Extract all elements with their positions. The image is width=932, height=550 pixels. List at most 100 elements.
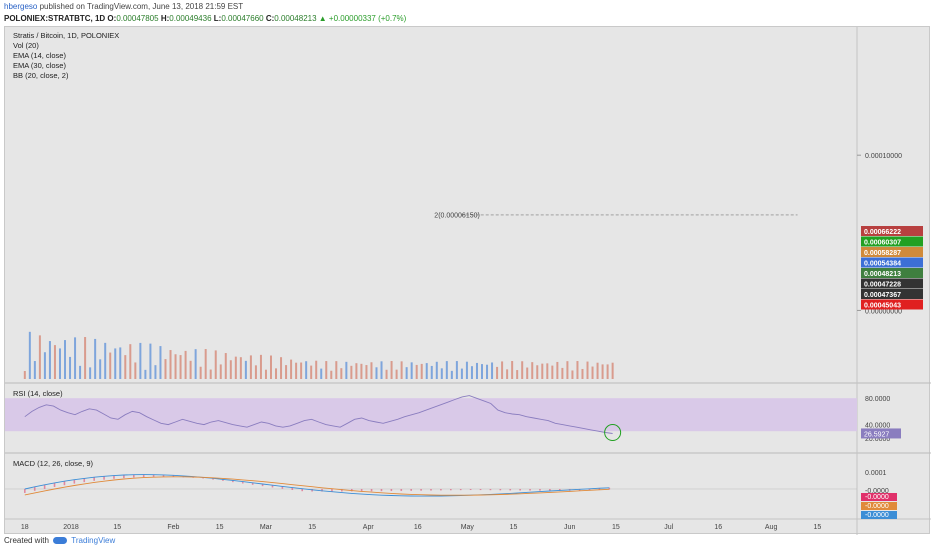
volume-bar — [465, 361, 468, 379]
price-tag-text: 0.00047367 — [864, 292, 901, 299]
volume-bar — [455, 361, 458, 379]
volume-bar — [69, 356, 72, 379]
time-tick-label: Jun — [564, 524, 575, 531]
volume-bar — [601, 364, 604, 379]
macd-value-text: -0.0000 — [865, 512, 889, 519]
volume-bar — [566, 361, 569, 379]
macd-histogram-bar — [212, 478, 214, 480]
macd-histogram-bar — [232, 480, 234, 483]
macd-histogram-bar — [321, 489, 323, 492]
time-tick-label: May — [461, 524, 475, 531]
volume-bar — [315, 360, 318, 379]
macd-value-tag — [861, 493, 897, 501]
volume-bar — [365, 365, 368, 379]
macd-histogram-bar — [331, 489, 333, 492]
macd-histogram-bar — [420, 489, 422, 491]
chart-area[interactable]: 0.001700000.001600000.001500000.00140000… — [4, 26, 931, 535]
macd-histogram-bar — [459, 489, 462, 491]
volume-bar — [214, 350, 217, 379]
macd-histogram-bar — [172, 475, 175, 478]
volume-bar — [380, 361, 383, 379]
volume-bar — [611, 362, 614, 379]
chart-canvas[interactable]: 0.001700000.001600000.001500000.00140000… — [5, 27, 931, 535]
volume-bar — [249, 355, 252, 379]
volume-bar — [280, 357, 283, 379]
volume-bar — [209, 369, 212, 379]
volume-bar — [164, 359, 167, 379]
macd-histogram-bar — [113, 475, 115, 479]
macd-histogram-bar — [499, 489, 502, 491]
macd-histogram-bar — [43, 484, 46, 489]
macd-histogram-bar — [400, 489, 403, 491]
volume-bar — [79, 365, 82, 379]
legend-ema14[interactable]: EMA (14, close) — [13, 51, 66, 60]
macd-histogram-bar — [222, 479, 224, 481]
high-value: 0.00049436 — [169, 14, 212, 23]
volume-bar — [350, 365, 353, 379]
macd-histogram-bar — [469, 489, 472, 491]
volume-bar — [395, 369, 398, 379]
macd-legend[interactable]: MACD (12, 26, close, 9) — [13, 459, 94, 468]
price-tag — [861, 236, 923, 247]
volume-bar — [511, 361, 514, 379]
time-tick-label: 16 — [414, 524, 422, 531]
author-link[interactable]: hbergeso — [4, 2, 38, 11]
time-tick-label: Aug — [765, 524, 778, 531]
rsi-line — [24, 395, 613, 434]
volume-bar — [591, 366, 594, 379]
macd-histogram-bar — [440, 489, 442, 491]
volume-bar — [415, 364, 418, 379]
macd-histogram-bar — [479, 489, 482, 491]
price-tag-text: 0.00054384 — [864, 261, 901, 268]
tradingview-link[interactable]: TradingView — [71, 536, 116, 545]
macd-histogram-bar — [360, 489, 363, 492]
macd-histogram-bar — [53, 482, 56, 487]
macd-histogram-bar — [539, 489, 541, 491]
rsi-value-tag — [861, 428, 901, 439]
price-tag-text: 0.00047228 — [864, 282, 901, 289]
rsi-tick-label: 40.0000 — [865, 423, 890, 430]
volume-bar — [551, 365, 554, 379]
volume-bar — [345, 361, 348, 379]
volume-bar — [460, 368, 463, 379]
macd-tick-label: -0.0000 — [865, 488, 889, 495]
time-tick-label: Apr — [363, 524, 375, 531]
macd-histogram-bar — [588, 488, 591, 491]
time-tick-label: 2018 — [63, 524, 79, 531]
price-tag — [861, 268, 923, 278]
price-tag-text: 0.00048213 — [864, 271, 901, 278]
volume-bar — [179, 355, 182, 379]
macd-histogram-bar — [202, 477, 204, 479]
volume-bar — [360, 363, 363, 379]
volume-bar — [159, 346, 162, 379]
rsi-legend[interactable]: RSI (14, close) — [13, 389, 63, 398]
time-tick-label: Mar — [260, 524, 273, 531]
volume-bar — [521, 361, 524, 379]
volume-bar — [48, 341, 51, 379]
volume-bar — [194, 349, 197, 379]
volume-bar — [154, 365, 157, 379]
macd-histogram-bar — [261, 483, 264, 487]
legend-ema30[interactable]: EMA (30, close) — [13, 61, 66, 70]
footer: Created with TradingView — [4, 536, 115, 545]
legend-title: Stratis / Bitcoin, 1D, POLONIEX — [13, 31, 120, 40]
volume-bar — [491, 362, 494, 379]
macd-histogram-bar — [390, 489, 393, 492]
volume-bar — [541, 363, 544, 379]
open-value: 0.00047805 — [116, 14, 159, 23]
created-with: Created with — [4, 536, 49, 545]
legend-bb[interactable]: BB (20, close, 2) — [13, 71, 69, 80]
volume-bar — [295, 362, 298, 379]
price-tag — [861, 226, 923, 236]
volume-bar — [506, 369, 509, 379]
tradingview-logo-icon — [53, 537, 68, 545]
volume-bar — [224, 353, 227, 379]
volume-bar — [526, 367, 529, 379]
macd-histogram-bar — [578, 489, 581, 491]
volume-bar — [546, 363, 549, 379]
signal-line — [24, 476, 610, 496]
legend-vol[interactable]: Vol (20) — [13, 41, 39, 50]
macd-histogram-bar — [123, 475, 125, 479]
volume-bar — [64, 340, 67, 379]
price-tag-text: 0.00060307 — [864, 240, 901, 247]
